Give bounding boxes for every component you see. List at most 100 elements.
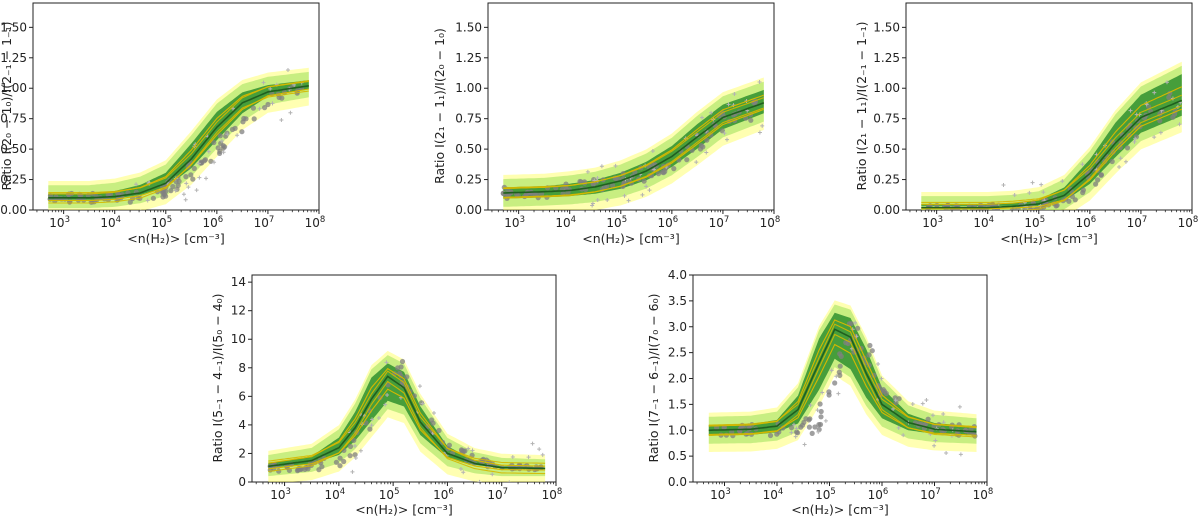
scatter-point [610, 182, 616, 188]
scatter-point [399, 358, 406, 365]
scatter-plus [376, 415, 381, 420]
scatter-point [1124, 145, 1131, 151]
scatter-plus [700, 115, 705, 120]
scatter-plus [757, 80, 762, 85]
scatter-plus [933, 438, 938, 443]
y-tick-label: 1.25 [455, 51, 482, 65]
x-tick-exponent: 7 [503, 487, 508, 497]
scatter-plus [490, 472, 495, 477]
model-track-upper [708, 319, 977, 429]
scatter-plus [652, 167, 657, 172]
scatter-plus [930, 413, 935, 418]
scatter-plus [466, 446, 471, 451]
panel-5-ylabel: Ratio I(7₋₁ − 6₋₁)/I(7₀ − 6₀) [646, 293, 661, 462]
panel-2-ylabel: Ratio I(2₁ − 1₁)/I(2₀ − 1₀) [432, 28, 447, 184]
y-tick-label: 0.00 [455, 203, 482, 217]
scatter-plus [369, 423, 374, 428]
y-tick-label: 0.75 [873, 112, 900, 126]
scatter-plus [431, 410, 436, 415]
scatter-plus [1118, 156, 1123, 161]
scatter-plus [1030, 180, 1035, 185]
scatter-point [1170, 114, 1176, 120]
x-tick-label: 107 [709, 215, 730, 230]
x-tick-label: 104 [763, 487, 784, 502]
scatter-point [641, 178, 647, 184]
scatter-plus [221, 150, 226, 155]
scatter-point [671, 166, 677, 172]
scatter-plus [626, 198, 631, 203]
scatter-plus [510, 454, 515, 459]
scatter-plus [183, 197, 188, 202]
scatter-point [319, 464, 325, 470]
x-tick-label: 105 [815, 487, 836, 502]
scatter-plus [1152, 90, 1157, 95]
scatter-plus [257, 106, 262, 111]
scatter-point [160, 190, 166, 196]
scatter-point [801, 419, 807, 425]
scatter-plus [815, 408, 820, 413]
x-tick-exponent: 3 [286, 487, 291, 497]
scatter-plus [204, 176, 209, 181]
scatter-plus [383, 402, 388, 407]
scatter-plus [219, 138, 224, 143]
scatter-plus [196, 161, 201, 166]
scatter-point [404, 374, 410, 380]
x-tick-label: 107 [487, 487, 508, 502]
scatter-plus [853, 320, 858, 325]
y-tick-label: 6 [238, 389, 246, 403]
scatter-plus [1117, 164, 1122, 169]
scatter-plus [605, 198, 610, 203]
scatter-plus [139, 213, 143, 217]
scatter-plus [1027, 190, 1032, 195]
x-tick-exponent: 4 [571, 215, 576, 225]
scatter-point [719, 128, 726, 134]
scatter-plus [1133, 136, 1138, 141]
x-tick-label: 104 [325, 487, 346, 502]
scatter-plus [802, 442, 807, 447]
scatter-point [241, 115, 247, 122]
x-tick-label: 108 [305, 215, 326, 230]
panel-3-axes: 103 104 105 106 107 108 0.00 0.25 0.50 0.75 1.00 1.… [873, 20, 1198, 230]
panel-1-ylabel: Ratio I(2₀ − 1₀)/I(2₋₁ − 1₋₁) [0, 21, 14, 190]
y-tick-label: 0.50 [455, 142, 482, 156]
scatter-plus [270, 101, 275, 106]
x-tick-exponent: 5 [394, 487, 399, 497]
scatter-point [347, 453, 353, 459]
x-tick-label: 105 [379, 487, 400, 502]
scatter-point [837, 372, 843, 378]
scatter-plus [288, 110, 293, 115]
panel-4-xlabel: <n(H₂)> [cm⁻³] [355, 502, 452, 517]
scatter-point [211, 139, 217, 146]
scatter-point [1109, 158, 1115, 165]
panel-2: 103 104 105 106 107 108 0.00 0.25 0.50 0.75 1.00 1.… [432, 2, 780, 246]
scatter-plus [644, 184, 649, 189]
scatter-point [817, 401, 823, 407]
scatter-point [458, 447, 465, 453]
scatter-point [848, 321, 855, 327]
scatter-plus [793, 434, 798, 439]
scatter-plus [231, 106, 236, 111]
scatter-plus [794, 426, 799, 431]
y-tick-label: 0.00 [873, 203, 900, 217]
scatter-point [1166, 94, 1172, 100]
scatter-point [218, 140, 224, 146]
panel-5-axes: 103 104 105 106 107 108 0.0 0.5 1.0 1.5 2.0 2.5 3.0 3… [668, 268, 993, 502]
scatter-plus [461, 470, 466, 475]
panel-2-xlabel: <n(H₂)> [cm⁻³] [582, 231, 679, 246]
scatter-plus [816, 429, 821, 434]
scatter-plus [225, 132, 230, 137]
panel-4-frame [251, 274, 557, 483]
panel-5-plot-area [708, 300, 978, 457]
scatter-point [788, 425, 795, 431]
scatter-plus [823, 418, 828, 423]
panel-3-xlabel: <n(H₂)> [cm⁻³] [1000, 231, 1097, 246]
model-track [1023, 105, 1183, 210]
scatter-plus [420, 401, 425, 406]
scatter-point [892, 395, 898, 401]
scatter-point [684, 157, 690, 163]
x-tick-exponent: 3 [938, 215, 943, 225]
scatter-plus [920, 401, 925, 406]
panel-3: 103 104 105 106 107 108 0.00 0.25 0.50 0.75 1.00 1.… [854, 2, 1198, 246]
scatter-point [341, 458, 347, 465]
y-tick-label: 0.00 [0, 203, 27, 217]
